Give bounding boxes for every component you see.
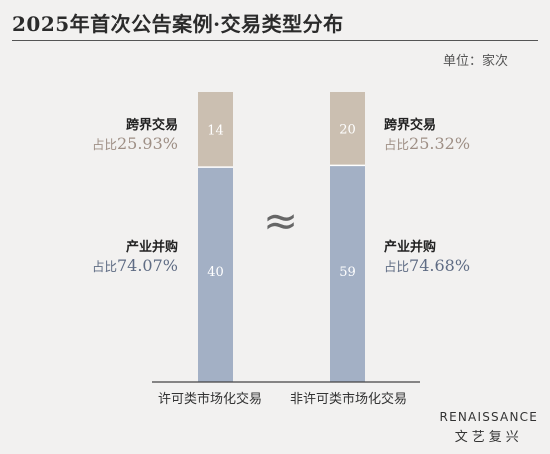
- series-name-industrial-left: 产业并购: [125, 240, 178, 255]
- bar-industrial-0: [198, 167, 233, 382]
- data-label-cross-1: 20: [339, 123, 356, 138]
- brand-logo: RENAISSANCE 文艺复兴: [440, 410, 538, 445]
- title-divider: [12, 40, 538, 41]
- share-industrial-right: 占比74.68%: [384, 256, 471, 276]
- bar-cross-0: [198, 92, 233, 168]
- brand-logo-en: RENAISSANCE: [439, 410, 538, 424]
- label-right-industrial: 产业并购 占比74.68%: [384, 240, 470, 276]
- share-cross-right: 占比25.32%: [384, 134, 471, 154]
- category-label-nonlicensed: 非许可类市场化交易: [290, 392, 408, 407]
- share-cross-left: 占比25.93%: [91, 134, 178, 154]
- data-label-cross-0: 14: [207, 124, 224, 139]
- label-left-cross: 跨界交易 占比25.93%: [60, 118, 178, 154]
- label-right-cross: 跨界交易 占比25.32%: [384, 118, 470, 154]
- series-name-industrial-right: 产业并购: [384, 240, 437, 255]
- category-label-licensed: 许可类市场化交易: [158, 392, 263, 407]
- series-name-cross-right: 跨界交易: [384, 118, 437, 133]
- bar-industrial-1: [330, 165, 365, 382]
- unit-label: 单位：家次: [442, 54, 508, 69]
- approx-symbol: ≈: [263, 196, 299, 245]
- share-industrial-left: 占比74.07%: [91, 256, 178, 276]
- series-name-cross-left: 跨界交易: [125, 118, 178, 133]
- brand-logo-cn: 文艺复兴: [454, 430, 523, 445]
- data-label-industrial-1: 59: [339, 265, 356, 280]
- label-left-industrial: 产业并购 占比74.07%: [60, 240, 178, 276]
- bar-cross-1: [330, 92, 365, 166]
- chart-title: 2025年首次公告案例·交易类型分布: [12, 12, 344, 36]
- data-label-industrial-0: 40: [207, 265, 224, 280]
